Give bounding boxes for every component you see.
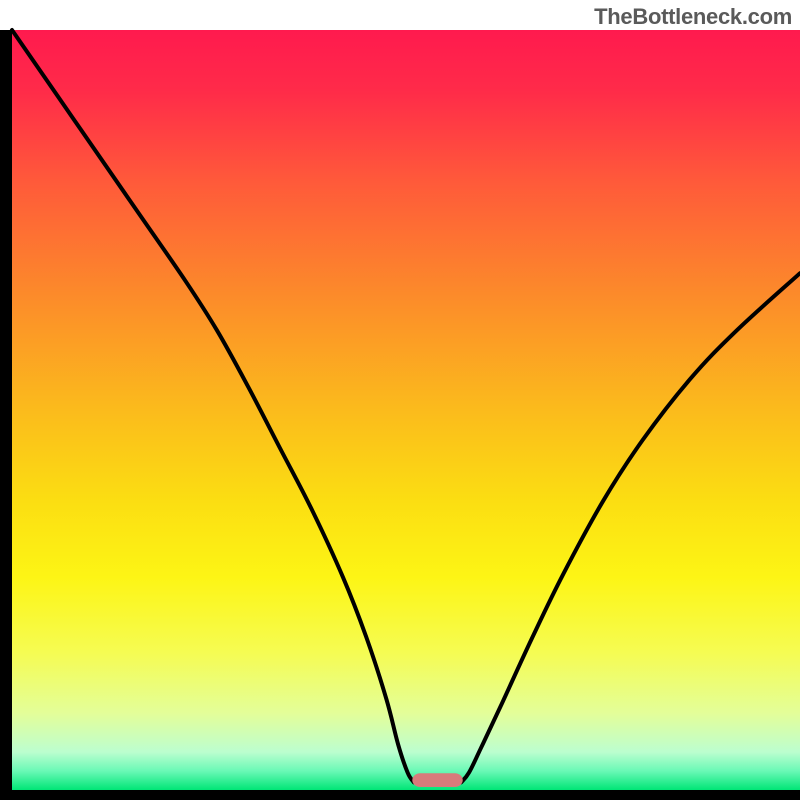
watermark-label: TheBottleneck.com [594,4,792,30]
plot-background [12,30,800,790]
axis-left [0,30,12,800]
bottleneck-chart: TheBottleneck.com [0,0,800,800]
axis-bottom [0,790,800,800]
chart-canvas [0,0,800,800]
optimal-marker [412,773,462,787]
